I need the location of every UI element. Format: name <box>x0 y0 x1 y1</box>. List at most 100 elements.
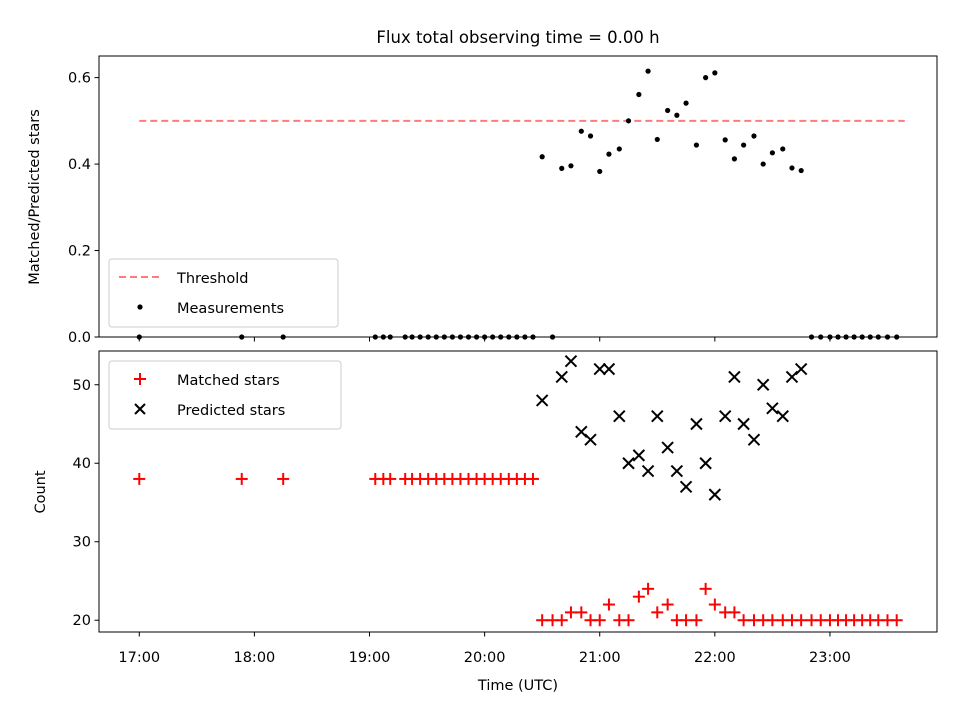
predicted-star-point <box>728 370 741 384</box>
bottom-y-axis-label: Count <box>33 470 49 513</box>
measurement-point <box>559 165 565 171</box>
top-legend: Threshold Measurements <box>108 258 339 328</box>
bottom-plot-frame <box>98 350 938 633</box>
figure-title: Flux total observing time = 0.00 h <box>376 28 659 47</box>
predicted-star-point <box>737 417 750 431</box>
measurement-point <box>780 146 786 152</box>
measurement-point <box>597 168 603 175</box>
legend-predicted-swatch <box>134 403 146 415</box>
predicted-star-point <box>718 409 732 423</box>
measurement-point <box>731 156 738 162</box>
measurement-point <box>798 167 804 174</box>
matched-star-point <box>277 472 290 485</box>
measurement-point <box>722 137 728 143</box>
y-tick-label: 0.0 <box>68 330 91 346</box>
top-y-ticks: 0.0 0.2 0.4 0.6 <box>68 71 99 346</box>
measurement-point <box>568 163 574 169</box>
predicted-star-point <box>593 362 606 376</box>
measurement-point <box>616 146 622 152</box>
matched-star-point <box>555 614 568 627</box>
bottom-legend-box <box>108 360 342 430</box>
predicted-star-point <box>699 457 712 470</box>
bottom-marks <box>133 354 903 627</box>
measurement-point <box>645 68 651 74</box>
x-tick-label: 21:00 <box>579 650 621 666</box>
predicted-star-point <box>622 457 635 470</box>
matched-star-point <box>680 614 693 627</box>
matched-star-point <box>622 614 635 627</box>
predicted-star-point <box>632 449 646 462</box>
bottom-x-ticks: 17:00 18:00 19:00 20:00 21:00 22:00 23:00 <box>118 632 851 666</box>
y-tick-label: 50 <box>73 378 91 394</box>
matched-star-point <box>690 614 703 627</box>
predicted-star-point <box>535 394 549 407</box>
predicted-star-point <box>641 464 655 478</box>
legend-measurements-swatch <box>137 304 143 310</box>
measurement-point <box>654 136 660 143</box>
predicted-star-point <box>584 433 597 446</box>
matched-star-point <box>526 472 539 485</box>
measurement-point <box>587 133 594 139</box>
x-tick-label: 23:00 <box>809 650 851 666</box>
x-tick-label: 20:00 <box>464 650 506 666</box>
predicted-star-point <box>651 409 664 423</box>
matched-star-point <box>699 582 712 595</box>
predicted-star-point <box>670 464 684 478</box>
predicted-star-point <box>756 378 770 391</box>
matched-star-point <box>642 582 655 595</box>
x-tick-label: 22:00 <box>694 650 736 666</box>
legend-matched-label: Matched stars <box>177 373 280 389</box>
predicted-star-point <box>613 409 626 423</box>
measurement-point <box>693 142 700 148</box>
matched-star-point <box>661 598 674 611</box>
matched-star-point <box>384 472 397 485</box>
measurement-point <box>683 100 689 106</box>
x-axis-label: Time (UTC) <box>477 678 558 694</box>
legend-predicted-label: Predicted stars <box>177 403 285 419</box>
top-legend-box <box>108 258 339 328</box>
measurement-point <box>741 142 747 148</box>
matched-star-point <box>564 606 577 619</box>
matched-star-point <box>602 598 615 611</box>
y-tick-label: 20 <box>73 613 91 629</box>
x-tick-label: 17:00 <box>118 650 160 666</box>
legend-measurements-label: Measurements <box>177 301 284 317</box>
matched-star-point <box>575 606 588 619</box>
bottom-panel: 20 30 40 50 17:00 18:00 19:00 20:00 21:00 22:00 2… <box>33 350 938 694</box>
measurement-point <box>674 112 680 118</box>
matched-star-point <box>737 614 750 627</box>
legend-matched-swatch <box>134 373 146 385</box>
predicted-star-point <box>564 354 578 368</box>
predicted-star-point <box>766 402 779 415</box>
legend-threshold-label: Threshold <box>176 271 248 287</box>
measurement-point <box>789 165 795 171</box>
predicted-star-point <box>555 370 568 384</box>
x-tick-label: 19:00 <box>349 650 391 666</box>
top-plot-frame <box>98 55 938 338</box>
measurement-point <box>636 91 642 98</box>
y-tick-label: 0.6 <box>68 71 91 87</box>
matched-star-point <box>728 606 741 619</box>
predicted-star-point <box>776 409 789 423</box>
matched-star-point <box>235 472 248 485</box>
predicted-star-point <box>661 441 674 454</box>
measurement-point <box>578 128 584 134</box>
measurement-point <box>769 150 775 156</box>
matched-star-point <box>890 614 903 627</box>
measurement-point <box>760 161 766 167</box>
predicted-star-point <box>690 417 703 431</box>
matched-star-point <box>536 614 549 627</box>
predicted-star-point <box>747 433 761 446</box>
measurement-point <box>606 151 612 157</box>
x-tick-label: 18:00 <box>233 650 275 666</box>
measurement-point <box>751 133 757 139</box>
predicted-star-point <box>794 362 808 376</box>
measurement-point <box>665 107 671 114</box>
measurement-point <box>625 118 632 124</box>
matched-star-point <box>708 598 721 611</box>
predicted-star-point <box>679 480 693 493</box>
matched-star-point <box>632 590 645 603</box>
top-panel: 0.0 0.2 0.4 0.6 Matched/Predicted stars Thr… <box>27 55 938 346</box>
predicted-star-point <box>602 362 616 376</box>
